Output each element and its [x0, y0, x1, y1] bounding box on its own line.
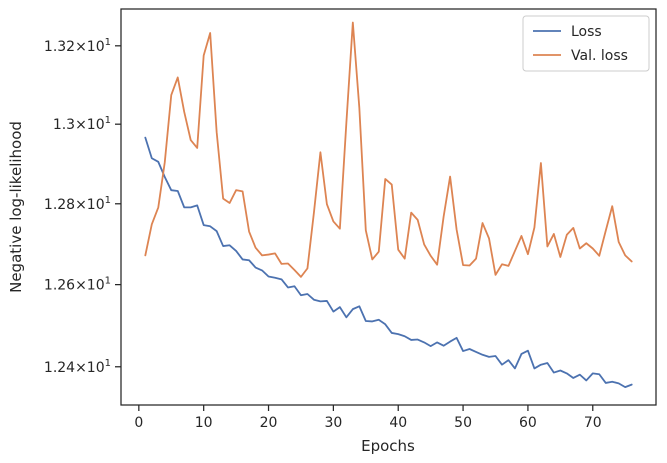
- legend-box: [522, 15, 650, 72]
- legend: Loss Val. loss: [522, 15, 650, 72]
- x-tick-label: 10: [195, 415, 213, 431]
- y-tick-label: 1.28×101: [44, 195, 111, 213]
- y-axis-label: Negative log-likelihood: [7, 121, 25, 293]
- y-axis: 1.24×101 1.26×101 1.28×101 1.3×101 1.32×101: [44, 37, 121, 376]
- legend-label-val-loss: Val. loss: [571, 48, 628, 64]
- y-tick-label: 1.32×101: [44, 37, 111, 55]
- legend-label-loss: Loss: [571, 24, 602, 40]
- x-tick-label: 20: [260, 415, 278, 431]
- plot-area: [120, 8, 657, 406]
- series-line-val-loss: [144, 21, 633, 278]
- series-line-loss: [144, 136, 633, 389]
- y-tick-label: 1.24×101: [44, 358, 111, 376]
- x-tick-label: 0: [134, 415, 143, 431]
- x-tick-label: 70: [584, 415, 602, 431]
- y-tick-label: 1.26×101: [44, 276, 111, 294]
- x-axis: 0 10 20 30 40 50 60 70: [134, 405, 602, 431]
- y-tick-label: 1.3×101: [53, 115, 111, 133]
- axes-frame: [120, 8, 657, 406]
- x-tick-label: 30: [324, 415, 342, 431]
- x-tick-label: 40: [389, 415, 407, 431]
- x-tick-label: 50: [454, 415, 472, 431]
- x-axis-label: Epochs: [361, 437, 415, 455]
- x-tick-label: 60: [519, 415, 537, 431]
- series-layer: [144, 21, 633, 389]
